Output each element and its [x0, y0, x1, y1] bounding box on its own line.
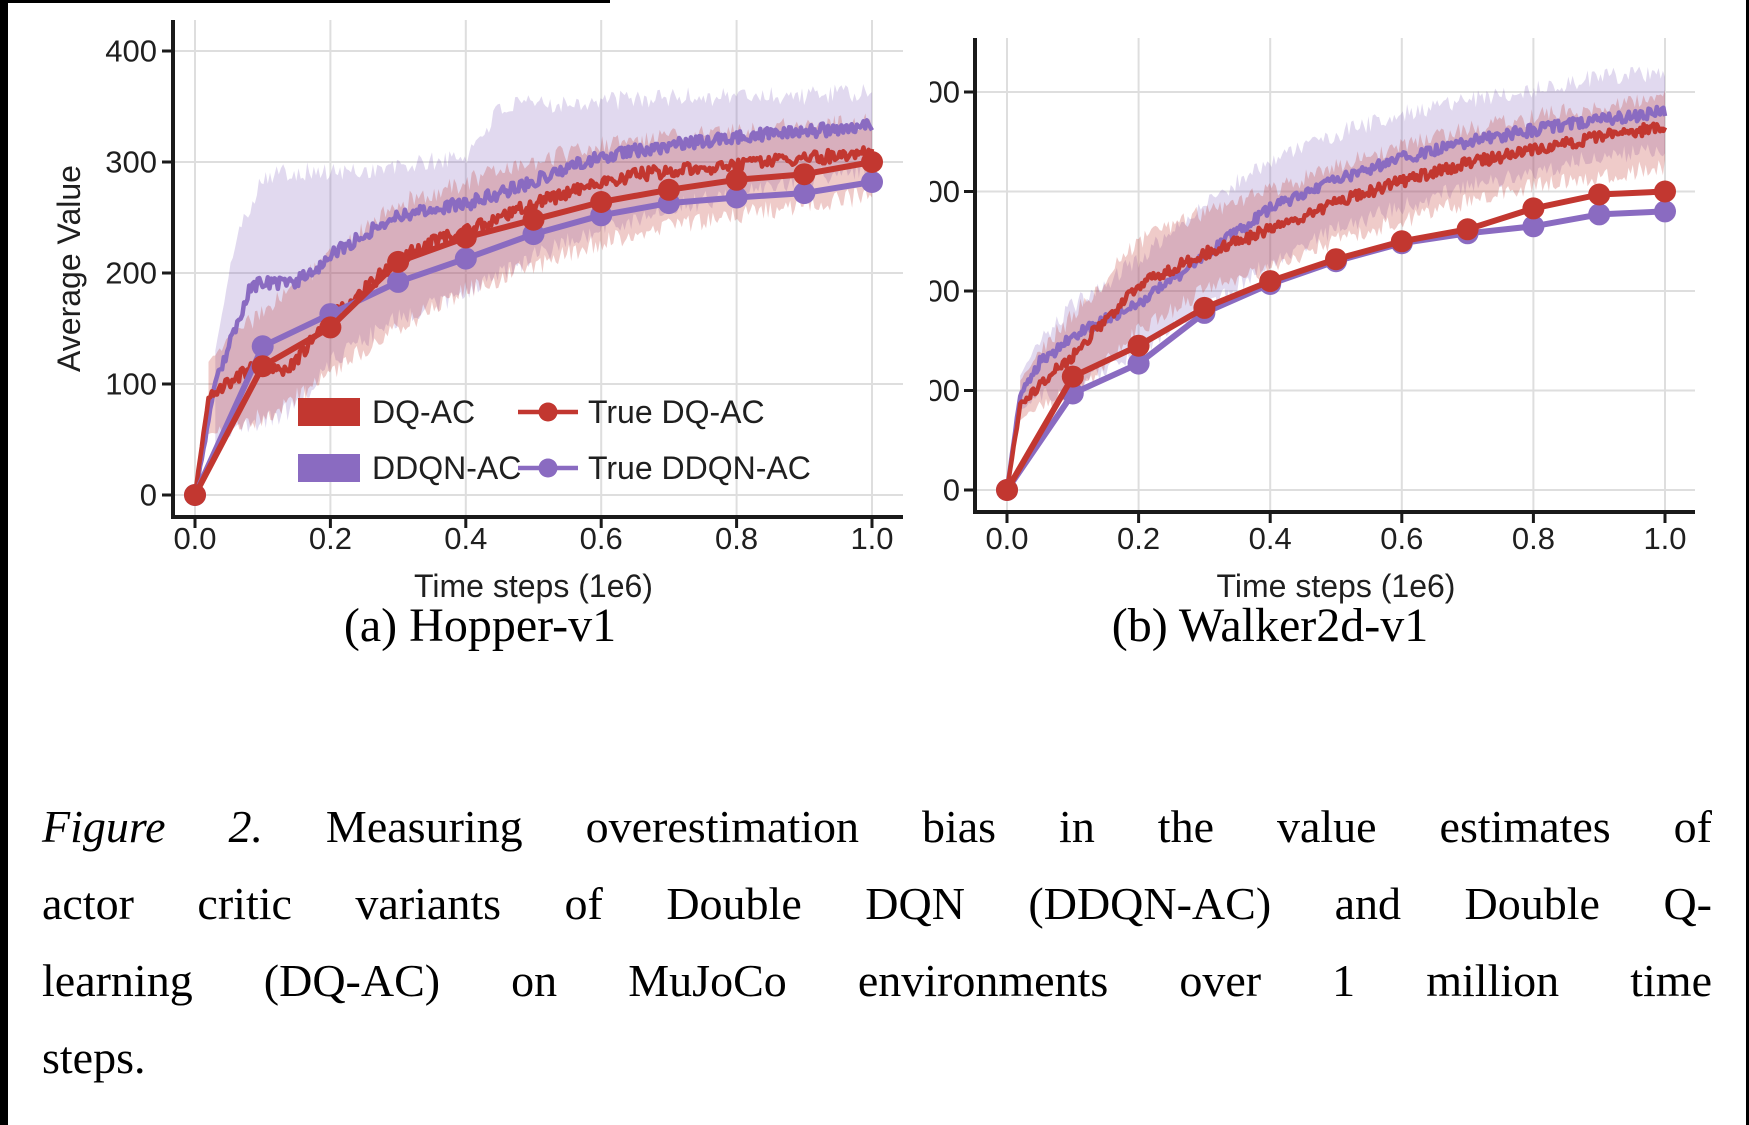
legend-swatch-ddqn-ac — [298, 454, 360, 482]
tick-labels: 0 100 200 300 400 0.0 0.2 0.4 0.6 0.8 1.0 — [105, 34, 893, 557]
caption-line-4: steps. — [42, 1032, 146, 1083]
series-true-dq-ac — [184, 151, 883, 506]
axes — [964, 38, 1695, 523]
subcaption-walker2d: (b) Walker2d-v1 — [1111, 599, 1429, 652]
svg-text:300: 300 — [105, 145, 157, 180]
caption-line-3: learning (DQ-AC) on MuJoCo environments … — [42, 955, 1712, 1006]
chart-hopper: 0 100 200 300 400 0.0 0.2 0.4 0.6 0.8 1.0 Time step… — [51, 20, 903, 604]
svg-text:200: 200 — [930, 274, 960, 309]
band-dq-ac — [1020, 89, 1665, 421]
legend-label-true-dq-ac: True DQ-AC — [588, 394, 765, 430]
svg-text:0.8: 0.8 — [715, 521, 758, 556]
x-axis-label: Time steps (1e6) — [414, 568, 653, 604]
svg-text:1.0: 1.0 — [1643, 521, 1686, 556]
x-axis-label: Time steps (1e6) — [1217, 568, 1456, 604]
svg-text:0.8: 0.8 — [1512, 521, 1555, 556]
svg-text:0.6: 0.6 — [580, 521, 623, 556]
legend-swatch-dq-ac — [298, 398, 360, 426]
series-dq-ac — [192, 145, 875, 496]
legend-label-true-ddqn-ac: True DDQN-AC — [588, 450, 811, 486]
left-black-border — [0, 0, 8, 1125]
svg-text:100: 100 — [105, 367, 157, 402]
top-black-border — [0, 0, 610, 3]
grid-lines — [975, 38, 1695, 512]
svg-text:0.4: 0.4 — [444, 521, 487, 556]
axes — [162, 20, 903, 528]
chart-walker2d: 0 100 200 300 400 0.0 0.2 0.4 0.6 0.8 1.0 Time step… — [930, 38, 1695, 604]
subcaption-hopper: (a) Hopper-v1 — [343, 599, 617, 652]
grid-lines — [173, 20, 903, 517]
series-ddqn-ac — [1004, 104, 1668, 491]
svg-text:0.2: 0.2 — [1117, 521, 1160, 556]
caption-line-2: actor critic variants of Double DQN (DDQ… — [42, 878, 1712, 929]
svg-text:200: 200 — [105, 256, 157, 291]
band-dq-ac — [208, 113, 872, 435]
svg-text:300: 300 — [930, 174, 960, 209]
series-dq-ac — [1004, 121, 1668, 491]
tick-labels: 0 100 200 300 400 0.0 0.2 0.4 0.6 0.8 1.0 — [930, 75, 1687, 557]
right-black-border — [1746, 0, 1749, 1125]
svg-text:0: 0 — [943, 473, 960, 508]
series-true-dq-ac — [996, 180, 1676, 501]
caption-line-1-text: Measuring overestimation bias in the val… — [262, 801, 1712, 852]
legend-label-dq-ac: DQ-AC — [372, 394, 475, 430]
legend-label-ddqn-ac: DDQN-AC — [372, 450, 521, 486]
svg-text:400: 400 — [105, 34, 157, 69]
svg-text:400: 400 — [930, 75, 960, 110]
svg-text:1.0: 1.0 — [850, 521, 893, 556]
svg-text:0.0: 0.0 — [173, 521, 216, 556]
band-ddqn-ac — [215, 84, 873, 446]
svg-text:0.6: 0.6 — [1380, 521, 1423, 556]
svg-text:0: 0 — [140, 478, 157, 513]
figure-caption: Figure 2. Measuring overestimation bias … — [42, 788, 1712, 1096]
svg-text:100: 100 — [930, 373, 960, 408]
svg-text:0.0: 0.0 — [985, 521, 1028, 556]
y-axis-label: Average Value — [51, 165, 87, 372]
caption-figure-label: Figure 2. — [42, 801, 263, 852]
series-ddqn-ac — [192, 118, 874, 496]
legend: DQ-AC DDQN-AC True DQ-AC True DDQN-AC — [298, 394, 811, 486]
caption-line-1: Figure 2. Measuring overestimation bias … — [42, 788, 1712, 865]
svg-text:0.4: 0.4 — [1249, 521, 1292, 556]
svg-text:0.2: 0.2 — [309, 521, 352, 556]
